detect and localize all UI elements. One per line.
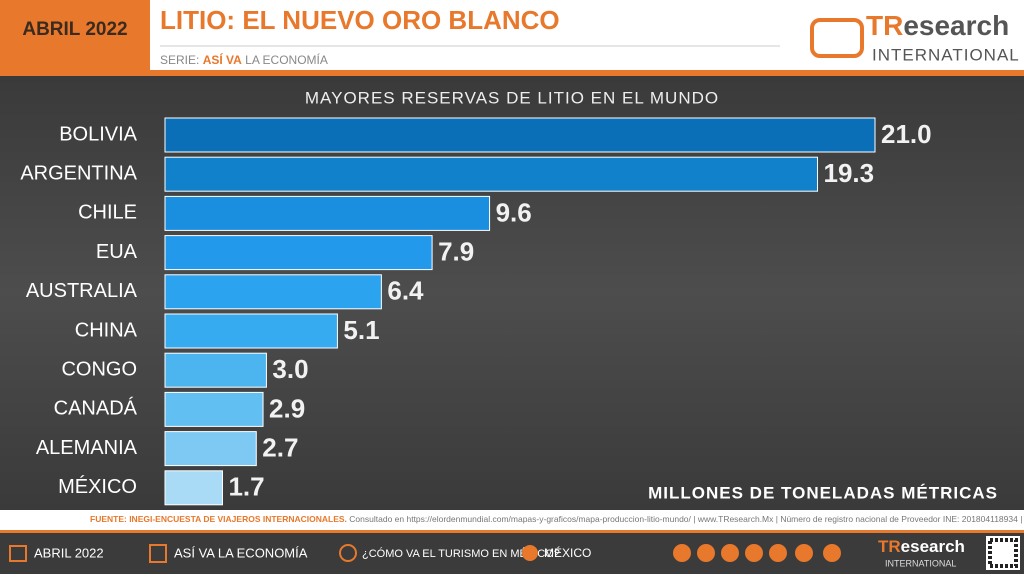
logo-icon <box>810 18 864 58</box>
footer-country: MÉXICO <box>544 545 591 560</box>
value-label: 21.0 <box>881 119 932 149</box>
category-label: CHINA <box>75 319 138 341</box>
bar <box>164 156 819 192</box>
bar <box>164 235 433 271</box>
footer-logo-sub: INTERNATIONAL <box>885 558 956 568</box>
bar <box>164 470 223 506</box>
footer-icon <box>9 545 27 562</box>
logo-sub: INTERNATIONAL <box>872 45 1020 64</box>
bar <box>164 352 267 388</box>
category-label: BOLIVIA <box>59 123 137 145</box>
category-label: CHILE <box>78 202 137 224</box>
axis-title: MILLONES DE TONELADAS MÉTRICAS <box>648 483 998 502</box>
value-label: 19.3 <box>824 158 875 188</box>
bar <box>164 274 382 310</box>
qr-pattern <box>988 538 1018 568</box>
footer-icon <box>149 544 167 563</box>
footer-series: ASÍ VA LA ECONOMÍA <box>174 545 308 560</box>
category-label: AUSTRALIA <box>26 280 138 302</box>
source-band <box>0 510 1024 530</box>
value-label: 1.7 <box>228 472 264 502</box>
bar <box>164 431 257 467</box>
category-label: EUA <box>96 241 138 263</box>
category-label: CANADÁ <box>54 397 138 420</box>
footer-question: ¿CÓMO VA EL TURISMO EN MÉXICO? <box>362 547 560 560</box>
footer <box>0 530 1024 574</box>
header-date: ABRIL 2022 <box>22 19 127 40</box>
category-label: CONGO <box>61 358 137 380</box>
date-box <box>0 0 150 70</box>
value-label: 7.9 <box>438 236 474 266</box>
value-label: 2.9 <box>269 393 305 423</box>
bar <box>164 313 338 349</box>
value-label: 6.4 <box>387 276 424 306</box>
category-label: ALEMANIA <box>36 437 138 459</box>
header-subtitle: SERIE: ASÍ VA LA ECONOMÍA <box>160 52 328 67</box>
header-stripe <box>0 70 1024 76</box>
social-icons <box>673 544 841 562</box>
footer-date: ABRIL 2022 <box>34 545 104 560</box>
category-label: ARGENTINA <box>20 162 137 184</box>
logo-brand: TResearch <box>866 10 1009 41</box>
footer-icon <box>339 544 357 562</box>
value-label: 3.0 <box>272 354 308 384</box>
value-label: 2.7 <box>262 432 298 462</box>
chart-title: MAYORES RESERVAS DE LITIO EN EL MUNDO <box>305 88 719 107</box>
bar <box>164 117 876 153</box>
value-label: 9.6 <box>496 197 532 227</box>
value-label: 5.1 <box>343 315 379 345</box>
category-label: MÉXICO <box>58 475 137 498</box>
bar <box>164 195 491 231</box>
header-title: LITIO: EL NUEVO ORO BLANCO <box>160 5 560 35</box>
footer-logo: TResearch <box>878 537 965 556</box>
source: FUENTE: INEGI-ENCUESTA DE VIAJEROS INTER… <box>90 514 1022 524</box>
footer-icon <box>522 545 538 561</box>
bar <box>164 391 264 427</box>
footer-stripe <box>0 530 1024 533</box>
